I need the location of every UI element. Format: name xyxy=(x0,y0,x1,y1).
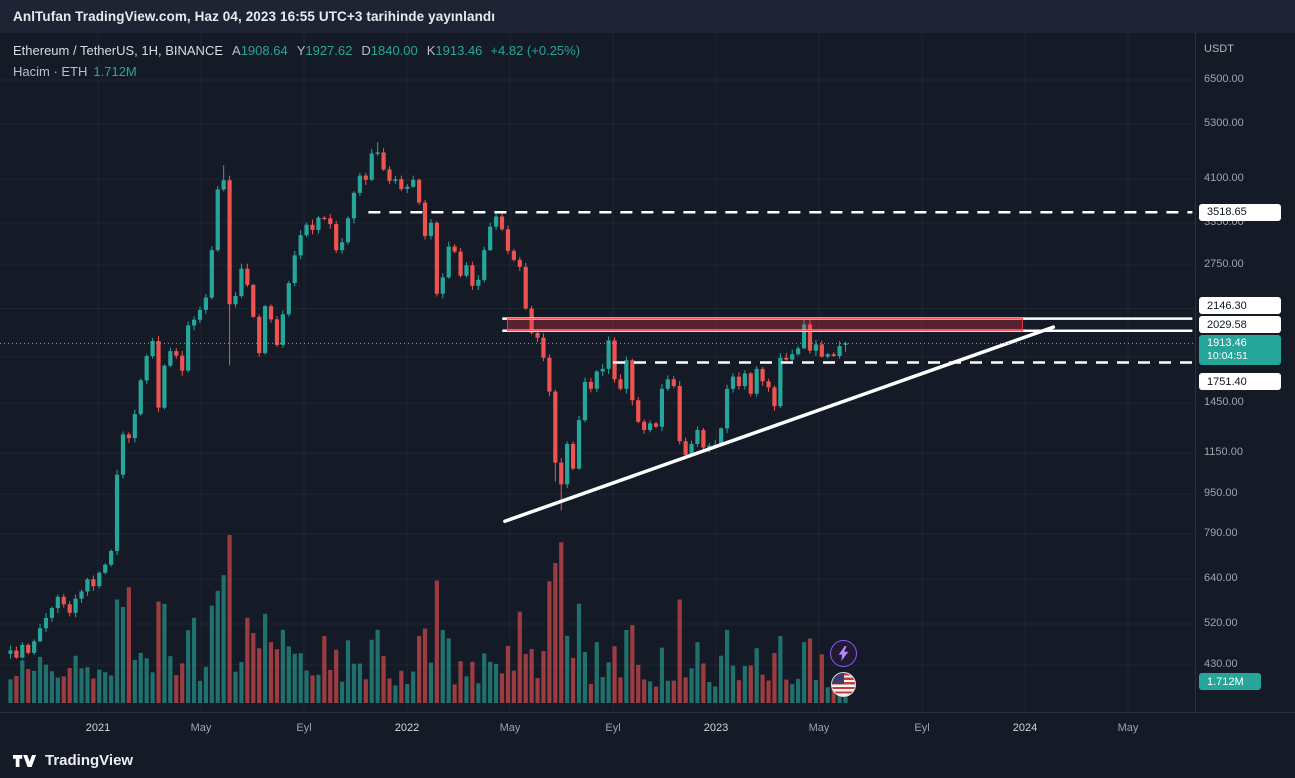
ohlc-pair: Y1927.62 xyxy=(296,43,353,58)
tradingview-logo-mark xyxy=(13,754,37,767)
price-axis[interactable]: USDT 6500.00 5300.00 4100.00 3350.00 2750.00… xyxy=(1195,33,1295,712)
ohlc-pair: D1840.00 xyxy=(361,43,418,58)
ascending-trendline[interactable] xyxy=(503,325,1056,524)
lightning-glyph xyxy=(838,646,849,661)
price-level-badge: 2029.58 xyxy=(1199,316,1281,334)
time-axis-label: Eyl xyxy=(296,722,312,734)
chart-drawings[interactable] xyxy=(368,210,1193,524)
symbol-title[interactable]: Ethereum / TetherUS, 1H, BINANCE xyxy=(13,43,224,58)
time-axis-label: Eyl xyxy=(605,722,621,734)
legend-row-price: Ethereum / TetherUS, 1H, BINANCE A1908.64… xyxy=(13,42,580,59)
time-axis-label: May xyxy=(1117,722,1139,734)
price-grid-label: 6500.00 xyxy=(1204,72,1244,85)
volume-label: Hacim · ETH xyxy=(13,64,88,79)
us-flag-icon[interactable] xyxy=(831,672,856,697)
ohlc-values: A1908.64 Y1927.62 D1840.00 K1913.46 xyxy=(223,43,482,58)
price-level-badge: 1751.40 xyxy=(1199,373,1281,391)
time-axis-label: 2022 xyxy=(394,722,420,734)
time-axis-label: May xyxy=(808,722,830,734)
tradingview-wordmark[interactable]: TradingView xyxy=(45,752,134,769)
legend-row-volume: Hacim · ETH 1.712M xyxy=(13,63,580,80)
footer-bar: TradingView xyxy=(0,743,1295,778)
price-grid-label: 790.00 xyxy=(1204,526,1238,539)
bar-countdown: 10:04:51 xyxy=(1207,350,1248,363)
symbol-legend: Ethereum / TetherUS, 1H, BINANCE A1908.64… xyxy=(13,42,580,80)
ohlc-pair: K1913.46 xyxy=(426,43,483,58)
time-axis-label: 2024 xyxy=(1012,722,1038,734)
price-level-badge: 2146.30 xyxy=(1199,297,1281,315)
price-grid-label: 430.00 xyxy=(1204,657,1238,670)
time-axis-label: 2021 xyxy=(85,722,111,734)
price-grid-label: 950.00 xyxy=(1204,487,1238,500)
publish-info-bar: AnlTufan TradingView.com, Haz 04, 2023 1… xyxy=(0,0,1295,33)
current-price-badge: 1913.46 10:04:51 xyxy=(1199,335,1281,366)
price-grid-label: 520.00 xyxy=(1204,617,1238,630)
price-grid-label: 640.00 xyxy=(1204,572,1238,585)
volume-series xyxy=(8,535,848,703)
tradingview-logo[interactable] xyxy=(13,754,37,767)
time-axis-label: May xyxy=(190,722,212,734)
publish-info-text: AnlTufan TradingView.com, Haz 04, 2023 1… xyxy=(13,9,496,24)
price-axis-unit: USDT xyxy=(1204,43,1234,55)
time-axis-label: May xyxy=(499,722,521,734)
candlestick-series xyxy=(8,142,848,659)
ohlc-pair: A1908.64 xyxy=(232,43,288,58)
change-value: +4.82 (+0.25%) xyxy=(490,43,581,58)
resistance-zone[interactable] xyxy=(506,318,1023,332)
time-axis-label: Eyl xyxy=(914,722,930,734)
price-grid-label: 2750.00 xyxy=(1204,258,1244,271)
price-grid-label: 1150.00 xyxy=(1204,446,1243,459)
price-level-badge: 3518.65 xyxy=(1199,203,1281,221)
volume-value-badge: 1.712M xyxy=(1199,673,1261,690)
price-grid-label: 1450.00 xyxy=(1204,396,1244,409)
lightning-icon[interactable] xyxy=(830,640,857,667)
time-axis-label: 2023 xyxy=(703,722,729,734)
price-grid-label: 4100.00 xyxy=(1204,172,1244,185)
volume-value: 1.712M xyxy=(93,64,137,79)
chart-canvas[interactable] xyxy=(0,33,1195,712)
chart-pane[interactable]: Ethereum / TetherUS, 1H, BINANCE A1908.64… xyxy=(0,33,1295,712)
time-axis[interactable]: 2021 May Eyl 2022 May Eyl 2023 May Eyl 2024 May xyxy=(0,712,1295,743)
price-grid-label: 5300.00 xyxy=(1204,116,1244,129)
